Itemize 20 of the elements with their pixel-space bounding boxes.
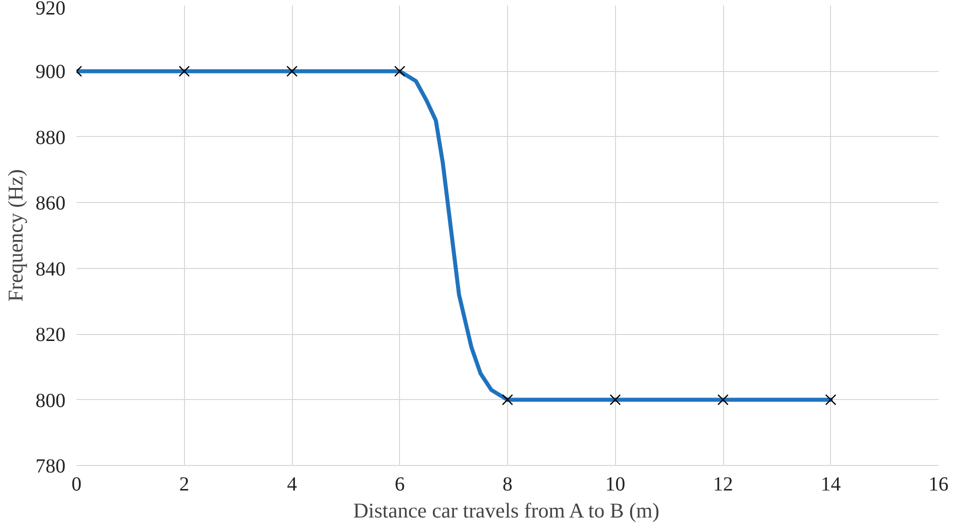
x-tick-label: 6: [394, 474, 405, 496]
y-tick-label: 840: [36, 258, 66, 280]
line-series: [76, 69, 833, 402]
y-tick-label: 800: [36, 390, 66, 412]
x-tick-label: 10: [605, 474, 626, 496]
x-tick-label: 0: [72, 474, 82, 496]
x-tick-label: 16: [928, 474, 948, 496]
y-tick-label: 820: [36, 324, 66, 346]
y-tick-label: 880: [36, 126, 66, 149]
y-tick-label: 860: [36, 192, 66, 215]
x-tick-label: 12: [713, 474, 733, 496]
x-tick-label: 14: [820, 474, 841, 496]
y-tick-label: 900: [36, 61, 66, 84]
y-tick-label: 780: [36, 456, 66, 478]
x-tick-label: 2: [179, 474, 190, 496]
x-tick-label: 8: [502, 474, 512, 496]
y-axis-title: Frequency (Hz): [4, 169, 28, 302]
x-tick-label: 4: [287, 474, 297, 496]
y-tick-label: 920: [36, 0, 66, 20]
x-axis-title: Distance car travels from A to B (m): [353, 498, 660, 522]
